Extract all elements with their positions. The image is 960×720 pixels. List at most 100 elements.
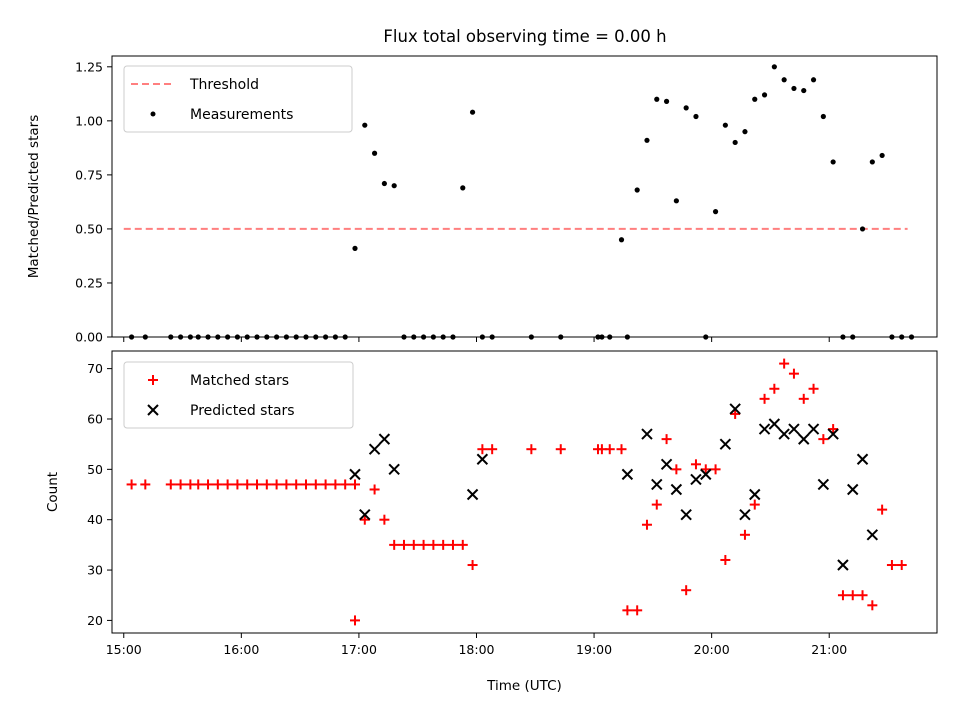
matched-star-point — [837, 590, 848, 601]
predicted-star-point — [856, 453, 869, 465]
matched-star-point — [447, 539, 458, 550]
matched-star-point — [126, 479, 137, 490]
top-legend-box — [123, 65, 353, 133]
predicted-star-point — [827, 428, 839, 440]
predicted-stars-series — [349, 403, 879, 571]
y-tick-label: 70 — [87, 361, 103, 376]
x-axis-label: Time (UTC) — [486, 678, 562, 694]
top-x-ticks — [123, 337, 830, 342]
matched-star-point — [457, 539, 468, 550]
predicted-star-point — [837, 559, 849, 571]
matched-star-point — [681, 585, 692, 596]
y-tick-label: 60 — [87, 411, 103, 426]
predicted-star-point — [739, 508, 751, 521]
legend-threshold-label: Threshold — [189, 77, 259, 93]
matched-star-point — [222, 479, 233, 490]
measurement-point — [460, 185, 466, 191]
legend-measurements-label: Measurements — [190, 107, 293, 123]
matched-star-point — [477, 444, 488, 455]
matched-star-point — [828, 424, 839, 435]
y-tick-label: 1.00 — [75, 113, 103, 128]
measurement-point — [391, 183, 397, 189]
chart-title: Flux total observing time = 0.00 h — [383, 27, 666, 46]
matched-star-point — [661, 434, 672, 445]
x-tick-label: 18:00 — [458, 642, 494, 657]
predicted-star-point — [866, 529, 879, 541]
bottom-legend-box — [123, 361, 354, 429]
predicted-star-point — [690, 473, 702, 486]
measurement-point — [761, 92, 768, 98]
x-tick-label: 17:00 — [341, 642, 377, 657]
matched-star-point — [641, 519, 652, 530]
measurement-point — [654, 96, 660, 102]
x-tick-label: 16:00 — [223, 642, 259, 657]
measurement-point — [673, 198, 679, 204]
x-tick-label: 21:00 — [811, 642, 847, 657]
y-tick-label: 0.50 — [75, 221, 103, 236]
measurement-point — [371, 150, 378, 156]
measurement-point — [644, 137, 650, 143]
predicted-star-point — [680, 508, 692, 521]
measurement-point — [352, 245, 358, 251]
predicted-star-point — [788, 423, 800, 435]
x-tick-label: 15:00 — [106, 642, 142, 657]
matched-star-point — [242, 479, 253, 490]
measurement-point — [879, 152, 885, 159]
matched-star-point — [632, 605, 643, 616]
bottom-y-axis-label: Count — [45, 472, 61, 512]
y-tick-label: 40 — [87, 512, 103, 527]
predicted-star-point — [807, 423, 820, 435]
matched-star-point — [739, 529, 750, 540]
predicted-star-point — [660, 458, 673, 471]
predicted-star-point — [670, 483, 683, 496]
predicted-star-point — [621, 468, 634, 481]
matched-stars-series — [126, 358, 907, 626]
matched-star-point — [818, 434, 829, 445]
top-legend: Threshold Measurements — [123, 65, 353, 133]
measurement-point — [801, 87, 807, 94]
predicted-star-point — [798, 433, 810, 445]
matched-star-point — [389, 539, 400, 550]
matched-star-point — [408, 539, 419, 550]
predicted-star-point — [641, 428, 653, 440]
matched-star-point — [349, 615, 360, 626]
measurement-point — [618, 237, 625, 243]
predicted-star-point — [719, 438, 732, 450]
matched-star-point — [700, 464, 711, 475]
predicted-star-point — [368, 443, 381, 455]
bottom-y-axis: 20 30 40 50 60 70 — [87, 361, 112, 628]
measurement-point — [732, 139, 738, 146]
y-tick-label: 0.75 — [75, 167, 103, 182]
top-y-axis-label: Matched/Predicted stars — [26, 115, 42, 278]
matched-star-point — [379, 514, 390, 525]
top-y-axis: 0.00 0.25 0.50 0.75 1.00 1.25 — [75, 59, 112, 345]
legend-matched-swatch — [148, 375, 158, 385]
predicted-star-point — [768, 418, 781, 430]
legend-predicted-swatch — [147, 404, 159, 416]
matched-star-point — [857, 590, 868, 601]
matched-star-point — [203, 479, 214, 490]
matched-star-point — [165, 479, 176, 490]
measurement-point — [859, 226, 866, 232]
matched-star-point — [555, 444, 566, 455]
matched-star-point — [720, 554, 731, 565]
matched-star-point — [604, 444, 615, 455]
predicted-star-point — [476, 453, 489, 465]
matched-star-point — [710, 464, 721, 475]
predicted-star-point — [729, 403, 741, 415]
legend-measurements-swatch — [150, 111, 156, 117]
legend-predicted-label: Predicted stars — [190, 403, 295, 419]
matched-star-point — [232, 479, 243, 490]
top-panel: 0.00 0.25 0.50 0.75 1.00 1.25 Matched/Predict… — [26, 55, 938, 345]
matched-star-point — [330, 479, 341, 490]
matched-star-point — [622, 605, 633, 616]
measurement-point — [752, 96, 758, 102]
predicted-star-point — [817, 478, 830, 491]
measurement-point — [683, 105, 689, 111]
matched-star-point — [301, 479, 312, 490]
measurement-point — [781, 77, 787, 83]
predicted-star-point — [749, 488, 761, 501]
predicted-star-point — [847, 483, 859, 496]
bottom-x-axis: 15:00 16:00 17:00 18:00 19:00 20:00 21:00 — [106, 633, 847, 657]
matched-star-point — [175, 479, 186, 490]
